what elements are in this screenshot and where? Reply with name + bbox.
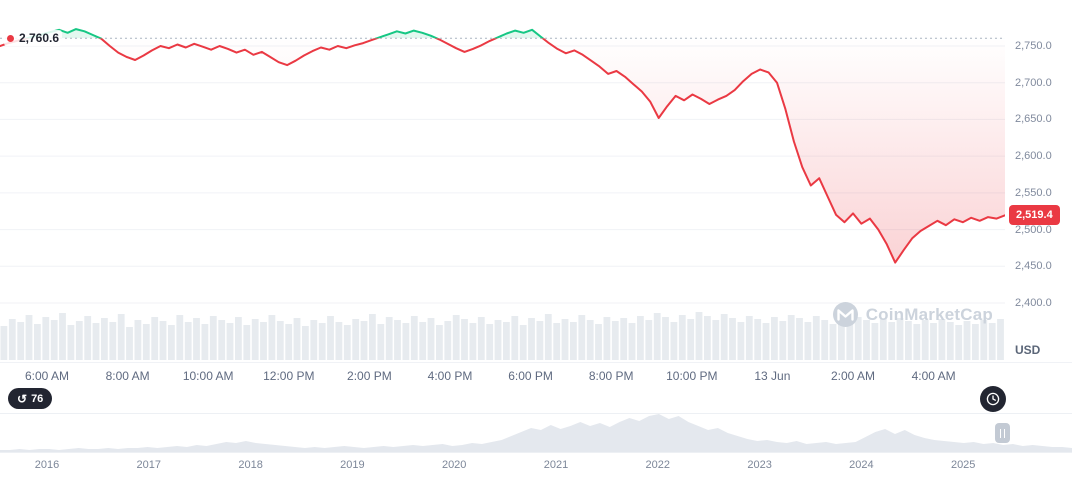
price-axis-tick: 2,750.0 (1015, 40, 1052, 52)
year-axis-tick: 2020 (441, 459, 467, 471)
price-axis: 2,519.4 USD 2,750.0 2,700.0 2,650.0 2,600.0… (1007, 0, 1072, 362)
price-axis-tick: 2,700.0 (1015, 76, 1052, 89)
open-price-dot-icon (7, 34, 14, 42)
coinmarketcap-logo-icon (832, 302, 858, 327)
price-axis-tick: 2,650.0 (1015, 113, 1052, 126)
refresh-countdown-badge: ↺ 76 (8, 388, 53, 409)
year-axis-tick: 2016 (34, 459, 60, 471)
time-axis-tick: 6:00 PM (508, 369, 553, 383)
year-axis-tick: 2022 (645, 459, 671, 471)
date-range-navigator[interactable] (0, 413, 1072, 452)
time-settings-button[interactable] (980, 386, 1006, 412)
year-axis-tick: 2025 (950, 459, 976, 471)
time-axis-tick: 2:00 AM (830, 369, 876, 383)
currency-label: USD (1015, 343, 1041, 357)
year-axis: 2016 2017 2018 2019 2020 2021 2022 2023 2024 2025 (0, 452, 1072, 478)
time-axis-tick: 8:00 PM (588, 369, 634, 383)
chart-toolbar: ↺ 76 (0, 386, 1072, 413)
year-axis-tick: 2023 (747, 459, 772, 471)
year-axis-tick: 2018 (238, 459, 263, 471)
time-axis-tick: 4:00 AM (911, 369, 956, 383)
time-axis-tick: 6:00 AM (24, 369, 70, 383)
price-axis-tick: 2,550.0 (1015, 186, 1052, 199)
open-price-marker: 2,760.6 (4, 30, 63, 46)
time-axis: 6:00 AM 8:00 AM 10:00 AM 12:00 PM 2:00 PM 4:0… (0, 362, 1072, 386)
time-axis-tick: 12:00 PM (263, 369, 315, 383)
chart-area: 2,760.6 CoinMarketCap 2,519.4 USD 2,750.… (0, 0, 1072, 362)
coinmarketcap-watermark: CoinMarketCap (832, 301, 993, 328)
price-axis-tick: 2,600.0 (1015, 150, 1052, 163)
year-axis-tick: 2017 (136, 459, 162, 471)
history-icon: ↺ (17, 391, 28, 406)
price-axis-tick: 2,400.0 (1015, 297, 1052, 309)
price-chart-svg[interactable] (0, 0, 1005, 362)
range-drag-handle-icon[interactable] (995, 423, 1010, 443)
price-axis-tick: 2,450.0 (1015, 260, 1052, 273)
year-axis-tick: 2024 (849, 459, 874, 471)
time-axis-tick: 4:00 PM (427, 369, 473, 383)
price-axis-tick: 2,500.0 (1015, 223, 1052, 236)
clock-icon (986, 392, 1000, 406)
year-axis-tick: 2019 (340, 459, 365, 471)
price-plot[interactable]: 2,760.6 CoinMarketCap (0, 0, 1007, 362)
watermark-text: CoinMarketCap (865, 304, 993, 324)
time-axis-tick: 13 Jun (754, 369, 791, 383)
time-axis-tick: 10:00 AM (182, 369, 234, 383)
navigator-area-svg[interactable] (0, 414, 1072, 452)
year-axis-tick: 2021 (543, 459, 569, 471)
last-price-badge: 2,519.4 (1009, 205, 1060, 226)
countdown-value: 76 (31, 392, 44, 405)
time-axis-tick: 10:00 PM (666, 369, 718, 383)
open-price-label: 2,760.6 (19, 31, 60, 45)
time-axis-tick: 8:00 AM (105, 369, 150, 383)
time-axis-tick: 2:00 PM (347, 369, 392, 383)
